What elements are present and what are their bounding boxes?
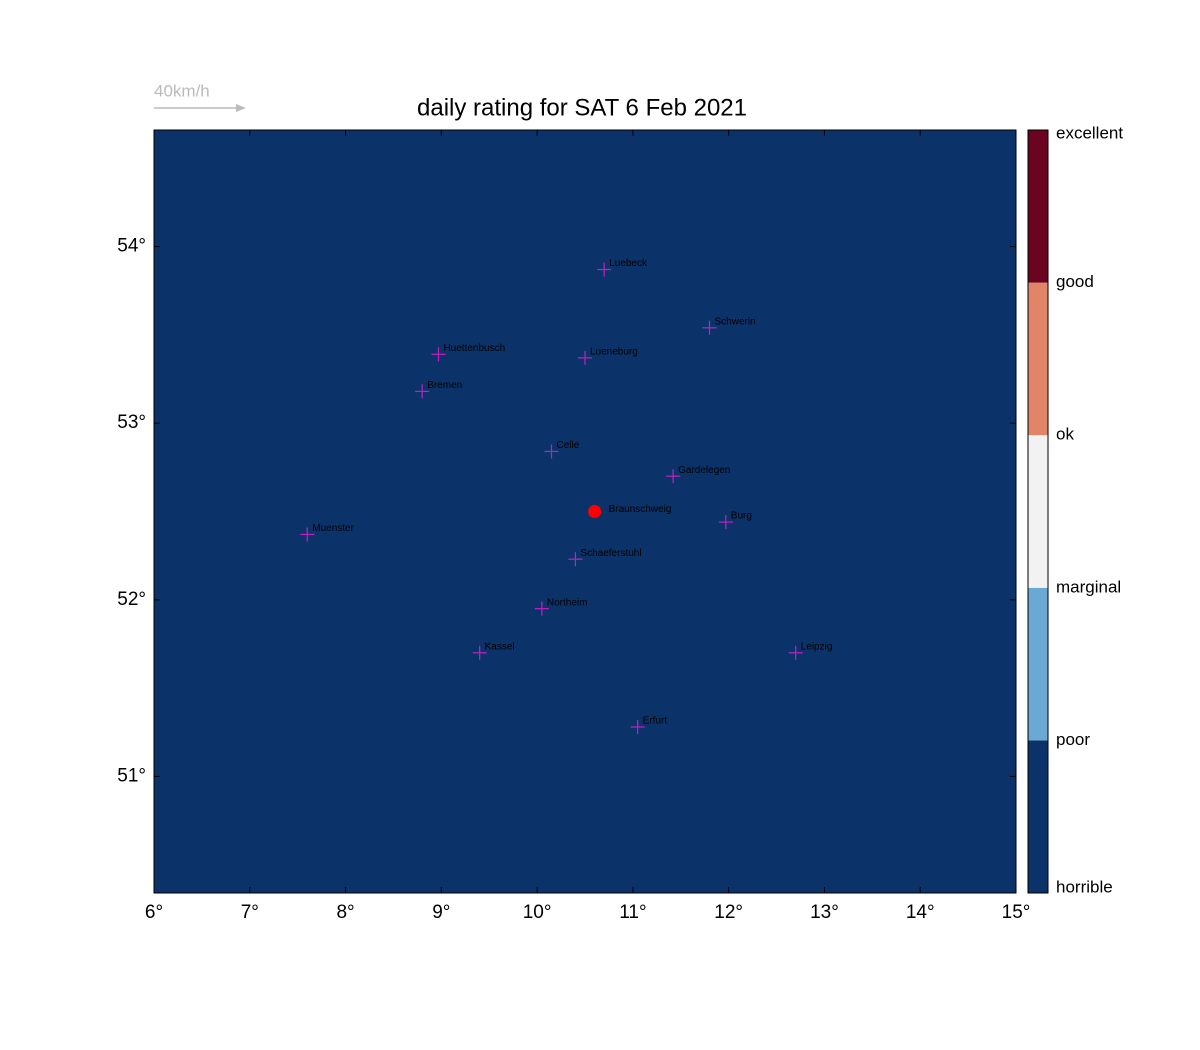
city-label: Burg — [731, 511, 752, 522]
x-tick-label: 8° — [336, 902, 354, 923]
colorbar-segment — [1028, 587, 1048, 741]
x-tick-label: 9° — [432, 902, 450, 923]
colorbar-label: good — [1056, 272, 1094, 291]
x-tick-label: 7° — [241, 902, 259, 923]
wind-scale-label: 40km/h — [154, 81, 210, 100]
colorbar-segment — [1028, 130, 1048, 283]
city-marker — [788, 645, 803, 660]
colorbar-segment — [1028, 282, 1048, 436]
map-title: daily rating for SAT 6 Feb 2021 — [417, 94, 747, 121]
x-tick-label: 14° — [906, 902, 935, 923]
x-tick-label: 15° — [1002, 902, 1031, 923]
city-marker — [300, 527, 315, 542]
site-label: Braunschweig — [609, 504, 672, 515]
city-label: Luebeck — [609, 258, 648, 269]
city-label: Celle — [556, 440, 579, 451]
y-tick-label: 53° — [117, 412, 146, 433]
city-marker — [415, 384, 430, 399]
colorbar-segment — [1028, 740, 1048, 893]
city-label: Northeim — [547, 597, 588, 608]
x-tick-label: 10° — [523, 902, 552, 923]
city-marker — [534, 601, 549, 616]
city-label: Gardelegen — [678, 465, 730, 476]
city-marker — [544, 444, 559, 459]
city-label: Lueneburg — [590, 346, 638, 357]
map-frame — [153, 129, 1017, 894]
site-marker — [588, 505, 602, 518]
map-background — [154, 130, 1016, 893]
colorbar-frame — [1027, 129, 1049, 894]
wind-scale-arrow — [154, 104, 246, 112]
y-tick-label: 52° — [117, 589, 146, 610]
city-marker — [578, 350, 592, 365]
city-marker — [472, 645, 487, 660]
city-label: Erfurt — [643, 716, 668, 727]
x-tick-label: 12° — [714, 902, 743, 923]
city-label: Bremen — [427, 380, 462, 391]
colorbar-label: excellent — [1056, 123, 1123, 142]
y-tick-label: 51° — [117, 765, 146, 786]
x-tick-label: 13° — [810, 902, 839, 923]
city-label: Huettenbusch — [443, 343, 505, 354]
colorbar-label: poor — [1056, 730, 1090, 749]
city-label: Kassel — [485, 641, 515, 652]
city-marker — [568, 552, 583, 567]
city-marker — [431, 347, 446, 362]
city-label: Muenster — [312, 523, 354, 534]
city-marker — [666, 469, 681, 484]
x-tick-label: 11° — [619, 902, 646, 923]
city-label: Leipzig — [801, 641, 833, 652]
colorbar-label: marginal — [1056, 577, 1121, 596]
y-tick-label: 54° — [117, 236, 146, 257]
city-marker — [630, 719, 645, 734]
x-tick-label: 6° — [145, 902, 163, 923]
colorbar-label: ok — [1056, 425, 1074, 444]
city-marker — [597, 262, 612, 277]
city-label: Schwerin — [715, 316, 756, 327]
city-marker — [702, 320, 717, 335]
city-label: Schaeferstuhl — [580, 548, 641, 559]
colorbar-segment — [1028, 435, 1048, 588]
colorbar-label: horrible — [1056, 877, 1113, 896]
city-marker — [718, 515, 733, 530]
